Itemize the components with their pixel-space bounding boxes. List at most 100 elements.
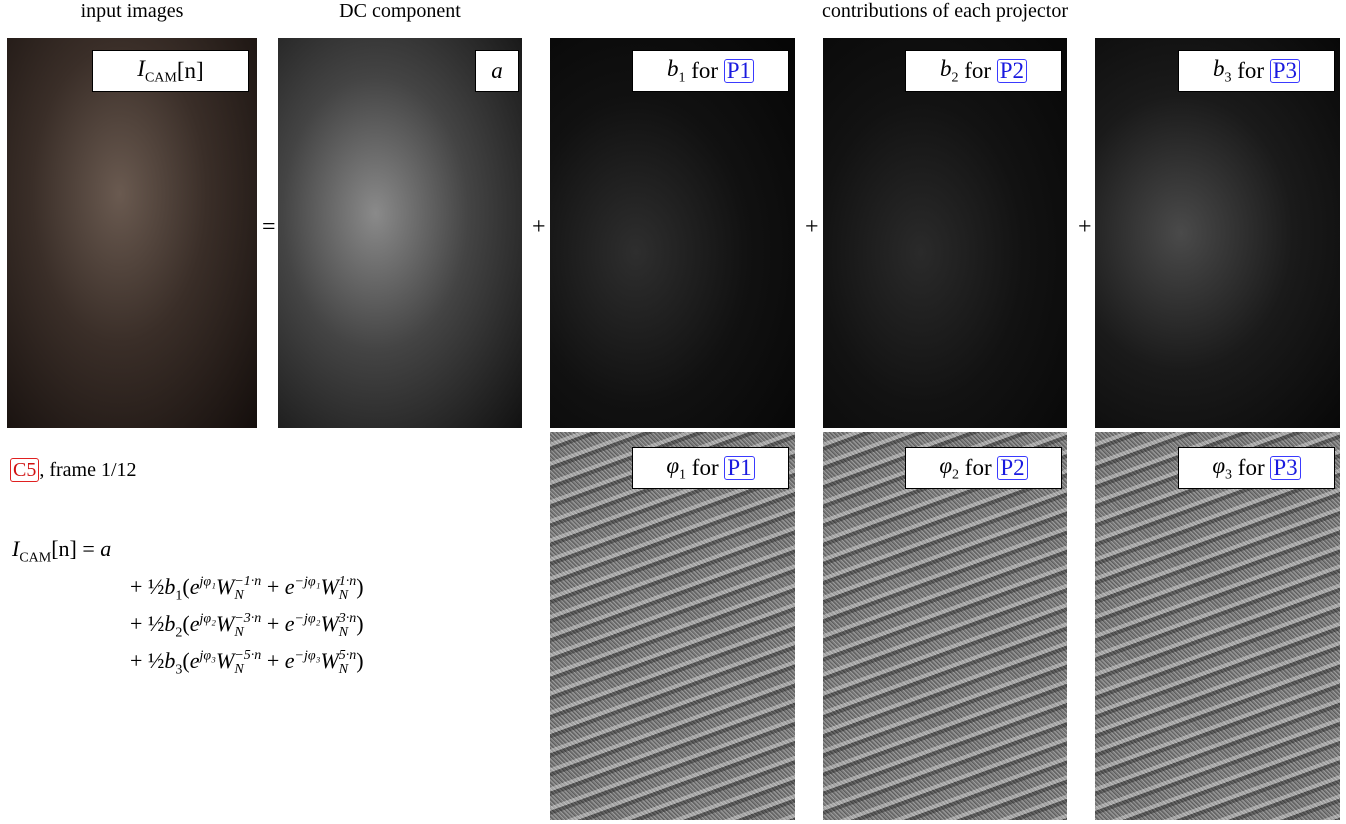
symbol: e (285, 648, 295, 673)
math-token: ICAM (12, 536, 51, 561)
camera-ref: C5 (10, 458, 39, 482)
math-token: b2 (164, 611, 182, 636)
superscript: −5·n (234, 649, 261, 663)
math-token: e−jφ₃ (285, 648, 321, 673)
projector-ref: P2 (997, 59, 1027, 83)
text-token: ) (356, 611, 363, 636)
subscript: 2 (951, 70, 958, 85)
symbol: W (320, 611, 338, 636)
math-token: a (100, 536, 111, 561)
subscript: 2 (952, 467, 959, 482)
symbol: φ (939, 453, 952, 478)
symbol: I (137, 56, 145, 81)
equation-line: + ½b1(ejφ₁W−1·nN + e−jφ₁W1·nN) (130, 574, 364, 604)
equation-line: ICAM[n] = a (12, 536, 111, 566)
math-token: b1 (164, 574, 182, 599)
superscript: 5·n (339, 649, 357, 663)
math-token: ejφ₃ (190, 648, 216, 673)
math-token: φ3 (1212, 453, 1232, 484)
superscript: −1·n (234, 575, 261, 589)
scripts: 5·nN (339, 649, 357, 677)
caption: C5, frame 1/12 (10, 458, 137, 482)
operator: + (805, 214, 819, 241)
math-token: ejφ₁ (190, 574, 216, 599)
symbol: a (100, 536, 111, 561)
symbol: φ (666, 453, 679, 478)
symbol: φ (1212, 453, 1225, 478)
symbol: e (285, 574, 295, 599)
subscript: N (234, 663, 261, 677)
text-token: + (261, 648, 284, 673)
scripts: 3·nN (339, 612, 357, 640)
text-token: ( (182, 574, 189, 599)
panel-label: a (475, 50, 519, 92)
b2-image (823, 38, 1067, 428)
text-token: [n] (177, 58, 204, 84)
symbol: b (1213, 56, 1225, 81)
text-token: [n] = (51, 536, 100, 561)
caption-text: , frame 1/12 (39, 459, 136, 481)
phi1-image (550, 432, 795, 820)
input-image (7, 38, 257, 428)
superscript: 1·n (339, 575, 357, 589)
superscript: −jφ₁ (295, 575, 321, 590)
symbol: b (164, 648, 175, 673)
figure: input images DC component contributions … (0, 0, 1346, 824)
text-token: ) (356, 648, 363, 673)
math-token: φ2 (939, 453, 959, 484)
math-token: e−jφ₂ (285, 611, 321, 636)
text-token: ( (182, 648, 189, 673)
subscript: 1 (679, 467, 686, 482)
superscript: −jφ₃ (295, 649, 321, 664)
math-token: b3 (164, 648, 182, 673)
panel-label: φ2 for P2 (905, 447, 1062, 489)
symbol: a (491, 58, 503, 83)
subscript: N (339, 589, 357, 603)
symbol: b (164, 611, 175, 636)
subscript: CAM (145, 70, 177, 85)
text-token: for (1232, 455, 1270, 481)
phi2-image (823, 432, 1067, 820)
symbol: b (667, 56, 679, 81)
superscript: −jφ₂ (295, 612, 321, 627)
text-token: for (1231, 58, 1269, 84)
symbol: W (216, 648, 234, 673)
panel-label: b1 for P1 (632, 50, 789, 92)
panel-label: φ3 for P3 (1178, 447, 1335, 489)
symbol: W (320, 648, 338, 673)
subscript: N (234, 589, 261, 603)
projector-ref: P1 (724, 456, 754, 480)
symbol: W (320, 574, 338, 599)
text-token: + (130, 648, 148, 673)
symbol: e (190, 574, 200, 599)
text-token: + (130, 611, 148, 636)
b1-image (550, 38, 795, 428)
subscript: 3 (1225, 467, 1232, 482)
math-token: b1 (667, 56, 686, 87)
b3-image (1095, 38, 1340, 428)
math-token: W−3·nN (216, 611, 261, 636)
text-token: + (261, 574, 284, 599)
projector-ref: P3 (1270, 456, 1300, 480)
text-token: ½ (148, 611, 165, 636)
projector-ref: P3 (1270, 59, 1300, 83)
math-token: b3 (1213, 56, 1232, 87)
panel-label: φ1 for P1 (632, 447, 789, 489)
operator: + (1078, 214, 1092, 241)
text-token: for (685, 58, 723, 84)
projector-ref: P2 (997, 456, 1027, 480)
symbol: e (190, 611, 200, 636)
text-token: for (958, 58, 996, 84)
text-token: for (959, 455, 997, 481)
math-token: φ1 (666, 453, 686, 484)
superscript: jφ₁ (200, 575, 217, 590)
dc-image (278, 38, 522, 428)
